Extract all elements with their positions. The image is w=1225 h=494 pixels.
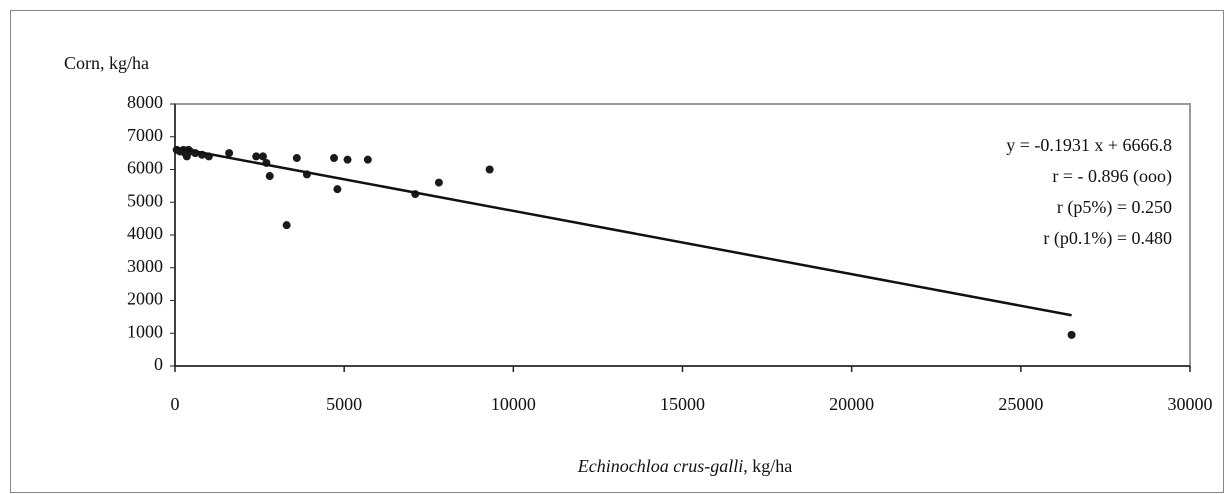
data-point [343, 155, 352, 164]
y-tick-label: 2000 [127, 289, 163, 309]
y-tick-label: 8000 [127, 92, 163, 112]
data-point [485, 165, 494, 174]
x-tick-label: 5000 [326, 394, 362, 414]
data-point [225, 149, 234, 158]
y-tick-label: 6000 [127, 158, 163, 178]
data-point [292, 154, 301, 163]
x-tick-label: 0 [171, 394, 180, 414]
annotation: r (p0.1%) = 0.480 [1043, 228, 1172, 249]
x-tick-label: 30000 [1168, 394, 1213, 414]
trendline [174, 146, 1072, 317]
y-tick-label: 1000 [127, 321, 163, 341]
y-tick-label: 3000 [127, 256, 163, 276]
data-point [258, 152, 267, 161]
y-axis-label: Corn, kg/ha [64, 53, 149, 73]
x-tick-label: 15000 [660, 394, 705, 414]
x-axis-species: Echinochloa crus-galli [577, 456, 743, 476]
data-point [252, 152, 261, 161]
x-axis-label: Echinochloa crus-galli, kg/ha [577, 456, 792, 476]
data-point [333, 185, 342, 194]
data-point [330, 154, 339, 163]
y-tick-label: 4000 [127, 223, 163, 243]
data-point [434, 178, 443, 187]
data-point [363, 155, 372, 164]
y-tick-label: 7000 [127, 125, 163, 145]
y-tick-label: 5000 [127, 190, 163, 210]
data-point [282, 221, 291, 230]
x-tick-label: 25000 [998, 394, 1043, 414]
annotation: y = -0.1931 x + 6666.8 [1006, 135, 1172, 155]
y-tick-label: 0 [154, 354, 163, 374]
x-tick-label: 20000 [829, 394, 874, 414]
data-point [265, 172, 274, 181]
annotation: r (p5%) = 0.250 [1057, 197, 1172, 218]
annotation: r = - 0.896 (ooo) [1052, 166, 1172, 187]
chart-frame [10, 10, 1224, 493]
x-axis-unit: , kg/ha [743, 456, 792, 476]
x-tick-label: 10000 [491, 394, 536, 414]
data-point [1067, 330, 1076, 339]
